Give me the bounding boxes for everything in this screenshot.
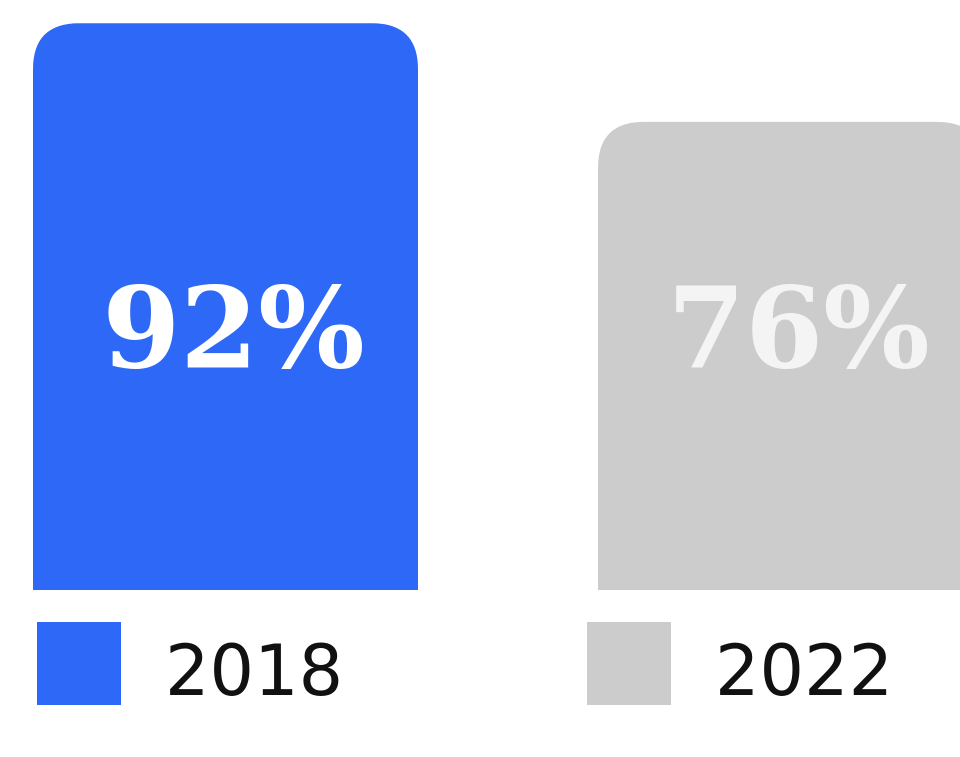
legend-label: 2018 [165, 630, 343, 712]
legend-label: 2022 [715, 630, 893, 712]
bar [33, 23, 418, 590]
bar [598, 121, 960, 590]
legend-swatch [37, 622, 121, 705]
legend-swatch [587, 622, 671, 705]
data-label: 76% [667, 263, 929, 394]
data-label: 92% [102, 263, 364, 394]
